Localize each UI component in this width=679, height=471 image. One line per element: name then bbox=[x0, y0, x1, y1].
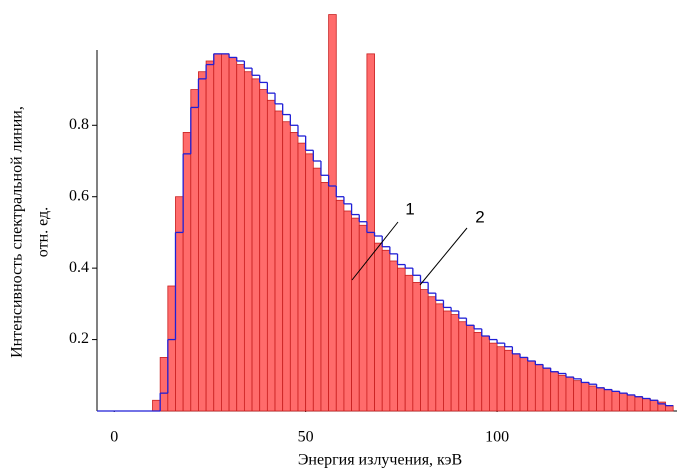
bar bbox=[381, 249, 391, 412]
bar bbox=[496, 346, 506, 412]
y-tick-label: 0.8 bbox=[69, 116, 89, 133]
bar bbox=[266, 99, 276, 412]
bar bbox=[389, 260, 398, 412]
bar bbox=[466, 324, 475, 412]
bar bbox=[182, 132, 192, 412]
bar bbox=[412, 282, 421, 412]
bar bbox=[190, 89, 199, 412]
bar bbox=[312, 167, 322, 412]
bar bbox=[665, 405, 674, 412]
bar bbox=[458, 321, 467, 412]
y-tick-label: 0.6 bbox=[69, 187, 89, 204]
bar bbox=[557, 374, 567, 412]
bar bbox=[435, 303, 444, 412]
bar bbox=[619, 392, 628, 412]
bar bbox=[159, 357, 169, 412]
bar bbox=[481, 335, 490, 412]
bar bbox=[167, 285, 176, 412]
bar bbox=[511, 353, 521, 412]
bar bbox=[642, 398, 651, 412]
bar bbox=[213, 53, 222, 412]
x-tick-label: 100 bbox=[485, 429, 509, 446]
annotation: 2 bbox=[475, 207, 484, 226]
bar bbox=[358, 224, 368, 412]
bar bbox=[228, 57, 238, 412]
bar bbox=[243, 71, 253, 412]
bar bbox=[588, 385, 598, 412]
bar bbox=[221, 53, 230, 412]
bar bbox=[251, 78, 261, 412]
y-tick-label: 0.4 bbox=[69, 259, 89, 276]
bar bbox=[634, 396, 643, 412]
bar bbox=[649, 399, 659, 412]
bar bbox=[335, 199, 345, 412]
bar bbox=[236, 64, 245, 412]
bar bbox=[473, 332, 483, 412]
bar bbox=[374, 242, 383, 412]
bar bbox=[205, 60, 215, 412]
x-axis-label: Энергия излучения, кэВ bbox=[298, 452, 462, 469]
bar bbox=[534, 364, 544, 412]
bar bbox=[175, 196, 184, 412]
bar bbox=[305, 153, 314, 412]
bar bbox=[343, 210, 352, 412]
bar bbox=[420, 289, 429, 412]
x-tick-label: 50 bbox=[298, 429, 314, 446]
bar bbox=[320, 182, 330, 412]
bar bbox=[611, 390, 620, 412]
bar bbox=[450, 314, 460, 412]
bar bbox=[519, 357, 529, 412]
bar bbox=[259, 89, 268, 412]
bar bbox=[274, 110, 284, 412]
bar bbox=[427, 296, 437, 412]
y-axis-label: Интенсивность спектральной линии, bbox=[9, 106, 26, 358]
bar bbox=[152, 399, 161, 412]
annotation: 1 bbox=[405, 199, 414, 218]
bar bbox=[443, 310, 452, 412]
bar bbox=[527, 360, 536, 412]
bar bbox=[550, 371, 559, 412]
bar bbox=[596, 387, 605, 412]
bar bbox=[289, 132, 299, 412]
bar bbox=[397, 267, 406, 412]
bar bbox=[573, 380, 582, 412]
bar bbox=[198, 71, 207, 412]
bar bbox=[542, 367, 552, 412]
leader-line bbox=[351, 221, 399, 281]
y-tick-label: 0.2 bbox=[69, 330, 89, 347]
bar bbox=[328, 14, 337, 412]
bar bbox=[565, 376, 575, 412]
y-axis-label: отн. ед. bbox=[35, 207, 52, 257]
leader-line bbox=[419, 227, 468, 286]
bar bbox=[580, 382, 590, 412]
bar bbox=[504, 349, 513, 412]
x-tick-label: 0 bbox=[110, 429, 118, 446]
bar bbox=[603, 389, 613, 412]
bar bbox=[351, 217, 360, 412]
bar bbox=[404, 274, 414, 412]
bar bbox=[297, 142, 307, 412]
bar bbox=[282, 121, 291, 412]
bar bbox=[626, 394, 636, 412]
bar bbox=[489, 342, 498, 412]
